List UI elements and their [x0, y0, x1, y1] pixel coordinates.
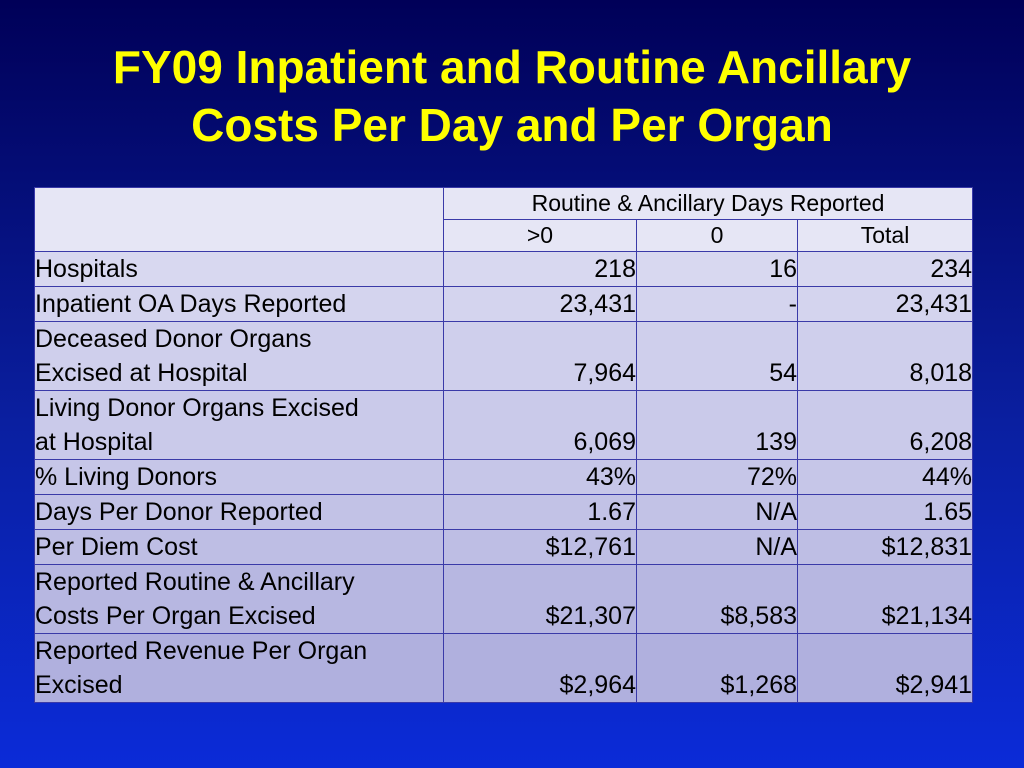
table-row: Inpatient OA Days Reported 23,431 - 23,4…	[34, 286, 974, 322]
cell-total: 234	[796, 251, 974, 287]
cell-zero: N/A	[636, 529, 798, 565]
cell-total: 23,431	[796, 286, 974, 322]
cell-total: 8,018	[796, 321, 974, 391]
row-label-inpatient-oa-days: Inpatient OA Days Reported	[34, 286, 444, 322]
cell-zero: 139	[636, 390, 798, 460]
slide-title: FY09 Inpatient and Routine Ancillary Cos…	[0, 38, 1024, 154]
cell-gt0: 1.67	[443, 494, 637, 530]
table-row: Days Per Donor Reported 1.67 N/A 1.65	[34, 494, 974, 530]
cell-total: $12,831	[796, 529, 974, 565]
row-label-hospitals: Hospitals	[34, 251, 444, 287]
column-header-zero: 0	[636, 219, 798, 252]
cell-total: $2,941	[796, 633, 974, 703]
row-label-routine-ancillary-costs: Reported Routine & Ancillary Costs Per O…	[34, 564, 444, 634]
cell-gt0: 218	[443, 251, 637, 287]
cost-table: Routine & Ancillary Days Reported >0 0 T…	[34, 187, 974, 703]
cell-zero: 16	[636, 251, 798, 287]
cell-total: 1.65	[796, 494, 974, 530]
cell-zero: $1,268	[636, 633, 798, 703]
cell-gt0: 6,069	[443, 390, 637, 460]
cell-gt0: $21,307	[443, 564, 637, 634]
column-group-header: Routine & Ancillary Days Reported	[442, 187, 974, 220]
cell-gt0: $12,761	[443, 529, 637, 565]
table-header-row: Routine & Ancillary Days Reported	[34, 187, 974, 252]
cell-gt0: 43%	[443, 459, 637, 495]
row-label-living-donor-organs: Living Donor Organs Excised at Hospital	[34, 390, 444, 460]
cell-zero: 54	[636, 321, 798, 391]
row-label-percent-living-donors: % Living Donors	[34, 459, 444, 495]
table-corner-cell	[34, 187, 444, 252]
table-row: Hospitals 218 16 234	[34, 251, 974, 287]
table-subheader-row: >0 0 Total	[35, 219, 974, 252]
table-row: % Living Donors 43% 72% 44%	[34, 459, 974, 495]
cell-gt0: 7,964	[443, 321, 637, 391]
row-label-days-per-donor: Days Per Donor Reported	[34, 494, 444, 530]
slide-title-line2: Costs Per Day and Per Organ	[191, 99, 833, 151]
column-header-gt0: >0	[443, 219, 637, 252]
cell-zero: N/A	[636, 494, 798, 530]
cell-total: $21,134	[796, 564, 974, 634]
row-label-deceased-donor-organs: Deceased Donor Organs Excised at Hospita…	[34, 321, 444, 391]
table-row: Reported Routine & Ancillary Costs Per O…	[34, 564, 974, 634]
cell-gt0: $2,964	[443, 633, 637, 703]
row-label-revenue-per-organ: Reported Revenue Per Organ Excised	[34, 633, 444, 703]
cell-zero: 72%	[636, 459, 798, 495]
cell-total: 44%	[796, 459, 974, 495]
row-label-per-diem-cost: Per Diem Cost	[34, 529, 444, 565]
slide-title-line1: FY09 Inpatient and Routine Ancillary	[112, 41, 912, 93]
table-row: Per Diem Cost $12,761 N/A $12,831	[34, 529, 974, 565]
table-row: Deceased Donor Organs Excised at Hospita…	[34, 321, 974, 391]
column-header-total: Total	[796, 219, 974, 252]
cell-gt0: 23,431	[443, 286, 637, 322]
table-row: Reported Revenue Per Organ Excised $2,96…	[34, 633, 974, 703]
cell-zero: $8,583	[636, 564, 798, 634]
table-row: Living Donor Organs Excised at Hospital …	[34, 390, 974, 460]
cell-total: 6,208	[796, 390, 974, 460]
cell-zero: -	[636, 286, 798, 322]
